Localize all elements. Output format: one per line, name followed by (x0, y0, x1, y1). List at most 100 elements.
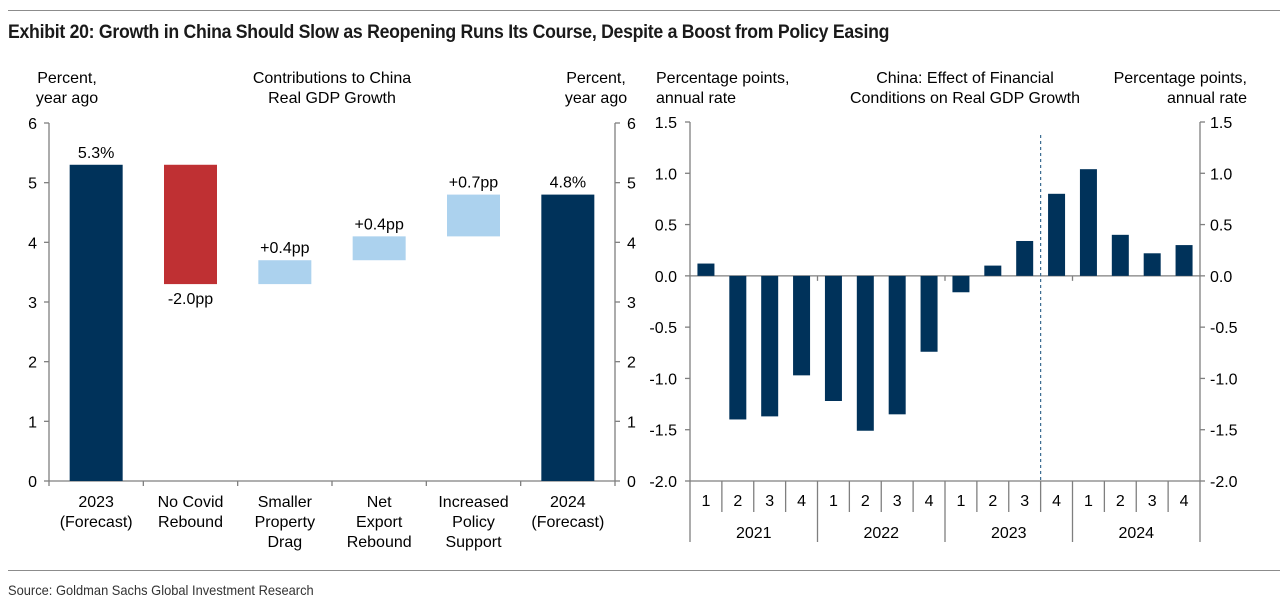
right-chart-quarter-label: 2 (733, 493, 742, 510)
right-chart-y-axis-title-right: annual rate (1167, 90, 1247, 107)
left-chart-y-tick-label-left: 0 (28, 474, 37, 491)
right-chart-year-label: 2022 (863, 525, 899, 542)
right-chart-bar (1111, 234, 1129, 276)
right-chart-y-tick-label-right: -1.0 (1210, 371, 1238, 388)
left-chart-y-tick-label-left: 2 (28, 355, 37, 372)
left-chart-y-tick-label-right: 5 (627, 176, 636, 193)
left-chart-category-label: 2023 (78, 494, 114, 511)
left-chart-data-label: +0.4pp (354, 216, 403, 233)
right-chart-title: China: Effect of Financial (876, 70, 1054, 87)
left-chart-category-label: Support (445, 534, 502, 551)
right-chart-y-tick-label-right: 0.0 (1210, 269, 1232, 286)
right-chart-bar (920, 275, 938, 352)
right-chart-quarter-label: 3 (1020, 493, 1029, 510)
left-chart-bar (447, 194, 500, 237)
left-chart-category-label: (Forecast) (60, 514, 133, 531)
right-chart-quarter-label: 4 (1180, 493, 1189, 510)
right-chart-y-tick-label-right: 0.5 (1210, 218, 1232, 235)
left-chart-y-axis-title-right: Percent, (566, 70, 626, 87)
right-chart-quarter-label: 2 (988, 493, 997, 510)
left-chart-y-axis-title-left: year ago (36, 90, 98, 107)
left-chart-y-tick-label-right: 1 (627, 414, 636, 431)
left-chart-bar (258, 260, 312, 285)
right-chart-y-tick-label-left: -2.0 (649, 474, 677, 491)
left-chart-data-label: +0.4pp (260, 240, 309, 257)
left-chart-y-tick-label-left: 1 (28, 414, 37, 431)
right-chart-quarter-label: 2 (1116, 493, 1125, 510)
right-chart-y-tick-label-left: 1.0 (655, 166, 677, 183)
right-chart-year-label: 2023 (991, 525, 1027, 542)
right-chart-bar (856, 275, 874, 431)
left-chart-category-label: Increased (438, 494, 508, 511)
right-chart-title: Conditions on Real GDP Growth (850, 90, 1080, 107)
right-chart-y-tick-label-left: -1.0 (649, 371, 677, 388)
left-chart-category-label: Smaller (258, 494, 313, 511)
left-chart-y-axis-title-left: Percent, (37, 70, 97, 87)
left-chart-bar (541, 194, 595, 481)
right-chart-bar (761, 275, 779, 417)
left-chart-y-tick-label-right: 4 (627, 235, 636, 252)
left-chart-category-label: Rebound (158, 514, 223, 531)
left-chart-category-label: Property (255, 514, 315, 531)
right-chart-bar (1143, 253, 1161, 276)
left-chart-data-label: 4.8% (550, 175, 586, 192)
right-chart-year-label: 2021 (736, 525, 772, 542)
right-chart-y-axis-title-left: Percentage points, (656, 70, 789, 87)
left-chart-y-tick-label-left: 6 (28, 116, 37, 133)
left-chart-y-tick-label-right: 6 (627, 116, 636, 133)
left-chart-category-label: Rebound (347, 534, 412, 551)
left-chart-category-label: No Covid (158, 494, 224, 511)
right-chart-bar (984, 265, 1002, 276)
bottom-rule (8, 570, 1280, 571)
right-chart-quarter-label: 4 (1052, 493, 1061, 510)
right-chart-quarter-label: 4 (797, 493, 806, 510)
right-chart-y-tick-label-right: -0.5 (1210, 320, 1238, 337)
left-chart-category-label: (Forecast) (531, 514, 604, 531)
left-chart-y-tick-label-right: 2 (627, 355, 636, 372)
right-chart-bar (1048, 193, 1066, 276)
right-chart-y-tick-label-left: 0.5 (655, 218, 677, 235)
left-chart-bar (69, 164, 123, 481)
right-chart-quarter-label: 3 (893, 493, 902, 510)
right-chart-bar (952, 275, 970, 293)
right-chart-quarter-label: 3 (765, 493, 774, 510)
left-chart-category-label: 2024 (550, 494, 586, 511)
top-rule (8, 10, 1280, 11)
right-chart-bar (793, 275, 811, 376)
left-chart-title: Contributions to China (253, 70, 411, 87)
right-chart-quarter-label: 4 (925, 493, 934, 510)
left-chart-y-tick-label-left: 3 (28, 295, 37, 312)
left-chart-category-label: Drag (267, 534, 302, 551)
exhibit-title: Exhibit 20: Growth in China Should Slow … (8, 22, 890, 43)
left-chart-category-label: Policy (452, 514, 495, 531)
left-chart-category-label: Export (356, 514, 403, 531)
right-chart-y-tick-label-right: -1.5 (1210, 423, 1238, 440)
right-chart-quarter-label: 1 (956, 493, 965, 510)
right-chart-y-tick-label-right: 1.0 (1210, 166, 1232, 183)
right-chart-year-label: 2024 (1118, 525, 1154, 542)
right-chart-y-tick-label-left: -0.5 (649, 320, 677, 337)
left-chart-y-tick-label-left: 5 (28, 176, 37, 193)
right-chart-bar (697, 263, 715, 276)
right-chart-y-axis-title-right: Percentage points, (1114, 70, 1247, 87)
left-chart-data-label: +0.7pp (449, 175, 498, 192)
left-chart-bar (164, 164, 217, 285)
source-note: Source: Goldman Sachs Global Investment … (8, 582, 314, 598)
right-chart-bar (729, 275, 747, 420)
right-chart-y-axis-title-left: annual rate (656, 90, 736, 107)
left-chart-category-label: Net (367, 494, 392, 511)
right-chart-bar (1016, 240, 1034, 276)
right-chart-bar (888, 275, 906, 415)
left-chart-y-axis-title-right: year ago (565, 90, 627, 107)
right-chart-quarter-label: 3 (1148, 493, 1157, 510)
right-chart-quarter-label: 1 (1084, 493, 1093, 510)
left-chart-y-tick-label-right: 3 (627, 295, 636, 312)
right-chart-bar (1079, 169, 1097, 276)
right-chart-quarter-label: 1 (829, 493, 838, 510)
right-chart-quarter-label: 1 (701, 493, 710, 510)
right-chart-quarter-label: 2 (861, 493, 870, 510)
left-chart-y-tick-label-left: 4 (28, 235, 37, 252)
left-chart-title: Real GDP Growth (268, 90, 396, 107)
right-chart-y-tick-label-left: -1.5 (649, 423, 677, 440)
